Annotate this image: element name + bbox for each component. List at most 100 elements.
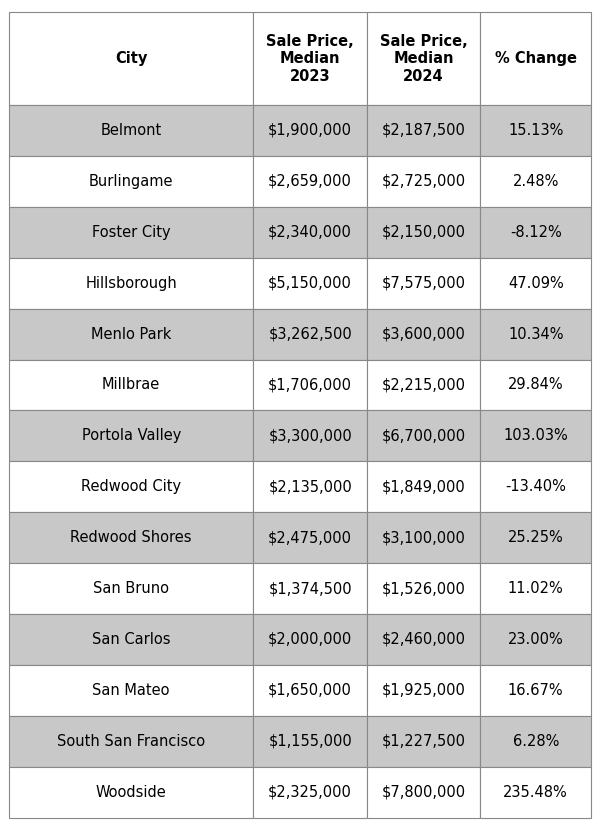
Bar [9, 156, 253, 207]
Text: -8.12%: -8.12% [510, 225, 562, 240]
Text: $2,325,000: $2,325,000 [268, 784, 352, 799]
Text: Redwood Shores: Redwood Shores [70, 530, 192, 545]
Text: 15.13%: 15.13% [508, 123, 563, 138]
Bar [9, 207, 253, 258]
Bar [481, 105, 591, 156]
Bar [481, 563, 591, 614]
Bar [367, 767, 481, 818]
Text: Portola Valley: Portola Valley [82, 428, 181, 443]
Text: $2,725,000: $2,725,000 [382, 173, 466, 189]
Bar [9, 309, 253, 359]
Text: $2,215,000: $2,215,000 [382, 378, 466, 393]
Text: 11.02%: 11.02% [508, 581, 563, 596]
Text: -13.40%: -13.40% [505, 479, 566, 494]
Text: $1,706,000: $1,706,000 [268, 378, 352, 393]
Bar [481, 665, 591, 715]
Text: $2,150,000: $2,150,000 [382, 225, 466, 240]
Bar [9, 258, 253, 309]
Text: Belmont: Belmont [101, 123, 162, 138]
Text: $2,135,000: $2,135,000 [268, 479, 352, 494]
Bar [9, 410, 253, 461]
Bar [481, 767, 591, 818]
Text: Sale Price,
Median
2023: Sale Price, Median 2023 [266, 34, 354, 84]
Bar [367, 410, 481, 461]
Bar [367, 258, 481, 309]
Text: $1,849,000: $1,849,000 [382, 479, 466, 494]
Text: $1,155,000: $1,155,000 [268, 734, 352, 749]
Text: % Change: % Change [495, 51, 577, 66]
Text: Hillsborough: Hillsborough [85, 276, 177, 290]
Bar [481, 512, 591, 563]
Text: Redwood City: Redwood City [81, 479, 181, 494]
Text: $2,475,000: $2,475,000 [268, 530, 352, 545]
Bar [367, 359, 481, 410]
Text: 2.48%: 2.48% [512, 173, 559, 189]
Bar [367, 309, 481, 359]
Text: $2,187,500: $2,187,500 [382, 123, 466, 138]
Bar [253, 12, 367, 105]
Bar [253, 512, 367, 563]
Bar [481, 614, 591, 665]
Bar [367, 614, 481, 665]
Text: $3,600,000: $3,600,000 [382, 326, 466, 342]
Text: 103.03%: 103.03% [503, 428, 568, 443]
Bar [367, 715, 481, 767]
Text: Menlo Park: Menlo Park [91, 326, 172, 342]
Text: 23.00%: 23.00% [508, 632, 563, 647]
Text: 235.48%: 235.48% [503, 784, 568, 799]
Bar [367, 563, 481, 614]
Text: $1,526,000: $1,526,000 [382, 581, 466, 596]
Bar [367, 207, 481, 258]
Text: $1,650,000: $1,650,000 [268, 683, 352, 698]
Bar [481, 12, 591, 105]
Bar [253, 105, 367, 156]
Bar [9, 461, 253, 512]
Bar [253, 309, 367, 359]
Bar [367, 461, 481, 512]
Text: 25.25%: 25.25% [508, 530, 563, 545]
Text: San Carlos: San Carlos [92, 632, 170, 647]
Text: $1,374,500: $1,374,500 [268, 581, 352, 596]
Text: $3,100,000: $3,100,000 [382, 530, 466, 545]
Bar [481, 359, 591, 410]
Text: $1,925,000: $1,925,000 [382, 683, 466, 698]
Bar [253, 359, 367, 410]
Bar [367, 156, 481, 207]
Bar [481, 309, 591, 359]
Text: San Bruno: San Bruno [93, 581, 169, 596]
Text: Millbrae: Millbrae [102, 378, 160, 393]
Bar [253, 715, 367, 767]
Text: Foster City: Foster City [92, 225, 170, 240]
Bar [9, 512, 253, 563]
Bar [9, 767, 253, 818]
Text: $2,460,000: $2,460,000 [382, 632, 466, 647]
Text: 6.28%: 6.28% [512, 734, 559, 749]
Bar [481, 461, 591, 512]
Bar [9, 715, 253, 767]
Bar [481, 207, 591, 258]
Bar [253, 156, 367, 207]
Bar [253, 767, 367, 818]
Bar [9, 105, 253, 156]
Bar [9, 563, 253, 614]
Bar [481, 156, 591, 207]
Bar [367, 12, 481, 105]
Bar [9, 614, 253, 665]
Bar [9, 12, 253, 105]
Bar [481, 715, 591, 767]
Bar [9, 359, 253, 410]
Text: $6,700,000: $6,700,000 [382, 428, 466, 443]
Text: $2,659,000: $2,659,000 [268, 173, 352, 189]
Text: 29.84%: 29.84% [508, 378, 563, 393]
Text: Woodside: Woodside [96, 784, 167, 799]
Bar [367, 665, 481, 715]
Bar [367, 105, 481, 156]
Bar [253, 614, 367, 665]
Text: 47.09%: 47.09% [508, 276, 563, 290]
Bar [481, 258, 591, 309]
Bar [9, 665, 253, 715]
Bar [481, 410, 591, 461]
Text: Sale Price,
Median
2024: Sale Price, Median 2024 [380, 34, 467, 84]
Text: $2,340,000: $2,340,000 [268, 225, 352, 240]
Bar [253, 461, 367, 512]
